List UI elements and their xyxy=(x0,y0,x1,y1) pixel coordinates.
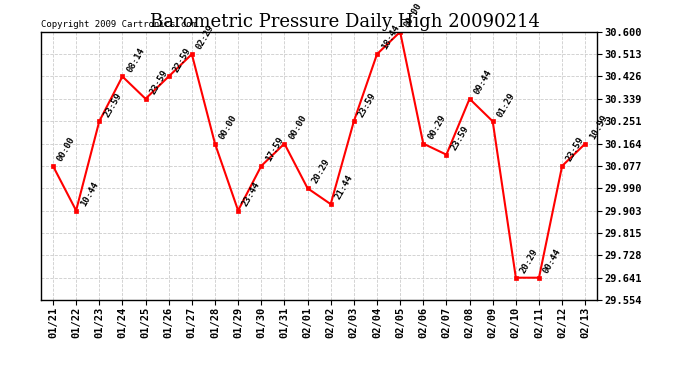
Text: 00:00: 00:00 xyxy=(287,113,308,141)
Text: 17:59: 17:59 xyxy=(264,135,285,163)
Text: 20:29: 20:29 xyxy=(310,158,332,186)
Text: Copyright 2009 Cartronics.com: Copyright 2009 Cartronics.com xyxy=(41,20,197,29)
Text: 23:59: 23:59 xyxy=(148,68,170,96)
Text: 00:29: 00:29 xyxy=(426,113,447,141)
Text: 23:59: 23:59 xyxy=(357,91,378,118)
Text: 18:44: 18:44 xyxy=(380,24,401,51)
Text: 02:29: 02:29 xyxy=(195,24,216,51)
Text: 00:00: 00:00 xyxy=(218,113,239,141)
Text: 00:00: 00:00 xyxy=(403,2,424,29)
Text: 23:59: 23:59 xyxy=(565,135,586,163)
Text: 23:59: 23:59 xyxy=(102,91,124,118)
Text: 23:59: 23:59 xyxy=(449,124,471,152)
Text: 00:44: 00:44 xyxy=(542,247,563,275)
Text: 21:44: 21:44 xyxy=(333,174,355,201)
Text: 08:14: 08:14 xyxy=(125,46,146,74)
Text: 23:44: 23:44 xyxy=(241,180,262,208)
Text: 01:29: 01:29 xyxy=(495,91,517,118)
Text: 10:59: 10:59 xyxy=(588,113,609,141)
Text: 09:44: 09:44 xyxy=(473,68,493,96)
Text: 20:29: 20:29 xyxy=(519,247,540,275)
Text: 10:44: 10:44 xyxy=(79,180,100,208)
Text: Barometric Pressure Daily High 20090214: Barometric Pressure Daily High 20090214 xyxy=(150,13,540,31)
Text: 22:59: 22:59 xyxy=(172,46,193,74)
Text: 00:00: 00:00 xyxy=(56,135,77,163)
